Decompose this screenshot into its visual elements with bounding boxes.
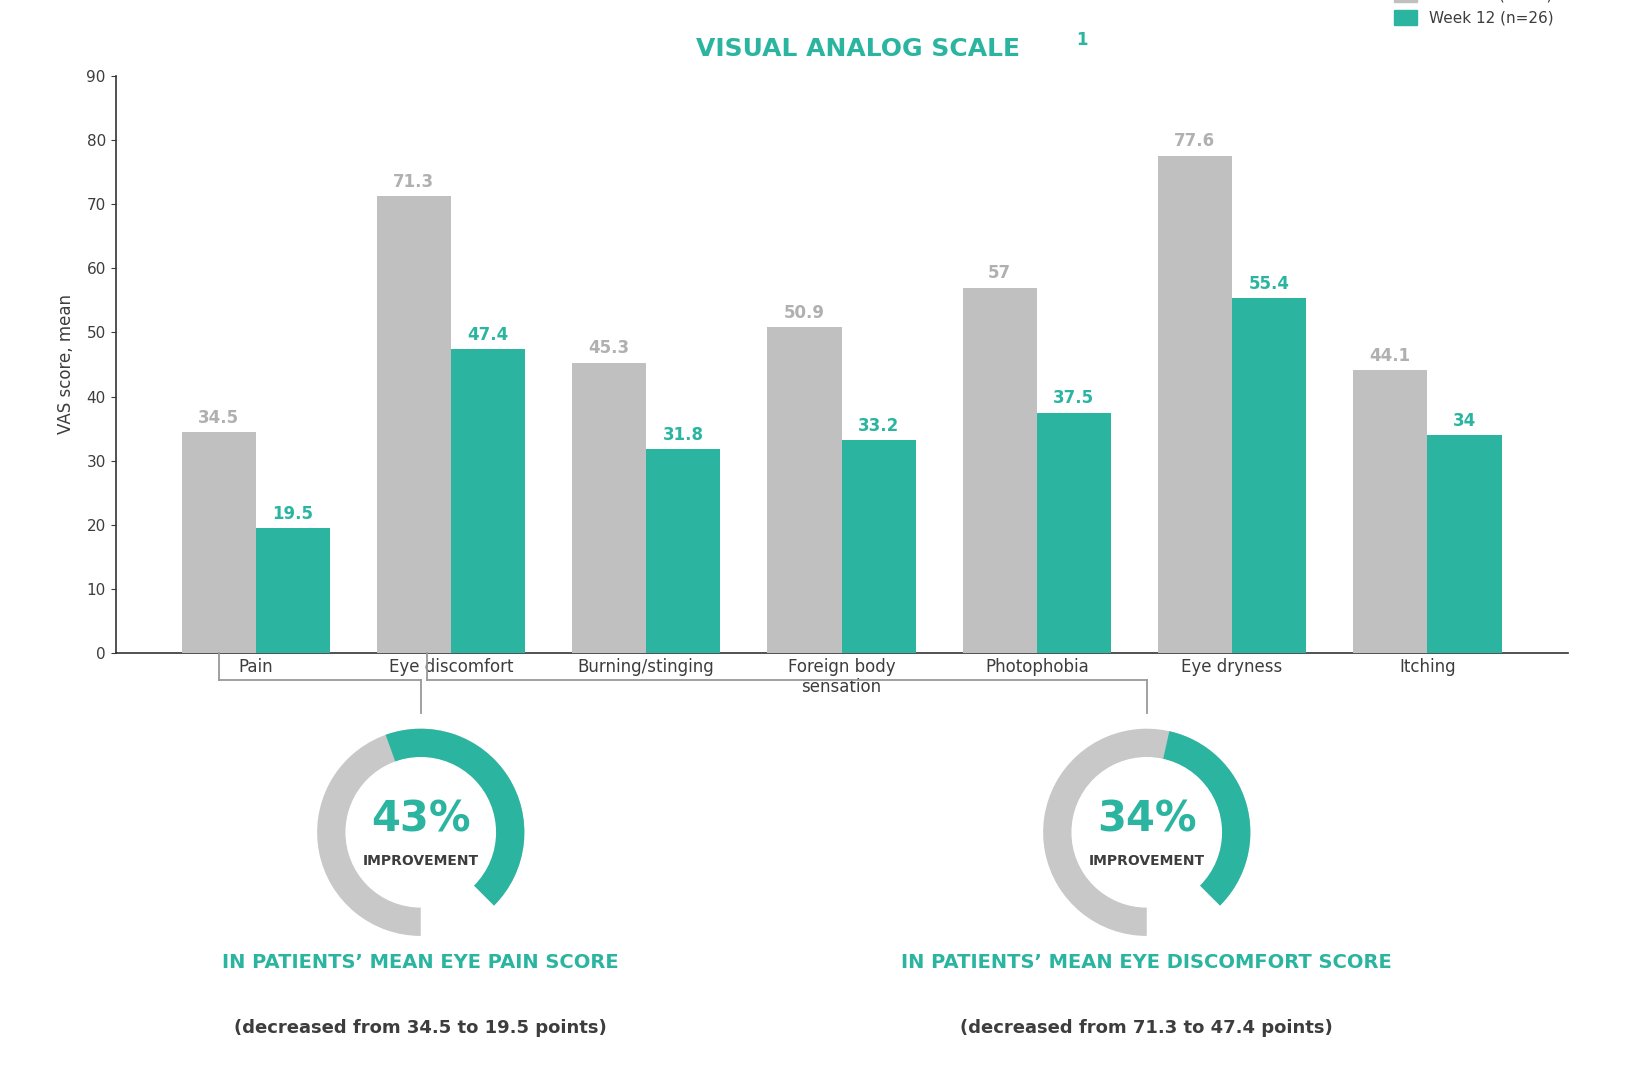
Wedge shape <box>1163 731 1251 905</box>
Text: 34%: 34% <box>1097 799 1196 841</box>
Text: 34.5: 34.5 <box>198 409 239 426</box>
Y-axis label: VAS score, mean: VAS score, mean <box>58 295 76 434</box>
Bar <box>182 432 256 653</box>
Bar <box>1158 156 1233 653</box>
Text: 1: 1 <box>1076 32 1087 49</box>
Text: 44.1: 44.1 <box>1370 347 1411 366</box>
Bar <box>573 362 647 653</box>
Text: 45.3: 45.3 <box>589 339 630 358</box>
Text: 50.9: 50.9 <box>784 304 825 322</box>
Circle shape <box>1072 757 1221 907</box>
Text: 19.5: 19.5 <box>272 505 314 522</box>
Text: 57: 57 <box>988 264 1011 283</box>
Text: 43%: 43% <box>371 799 470 841</box>
Bar <box>767 326 842 653</box>
Text: 47.4: 47.4 <box>467 326 508 344</box>
Text: (decreased from 71.3 to 47.4 points): (decreased from 71.3 to 47.4 points) <box>960 1019 1333 1037</box>
Text: IN PATIENTS’ MEAN EYE DISCOMFORT SCORE: IN PATIENTS’ MEAN EYE DISCOMFORT SCORE <box>901 953 1393 973</box>
Bar <box>1233 298 1307 653</box>
Bar <box>376 196 450 653</box>
Text: 37.5: 37.5 <box>1053 390 1094 407</box>
Text: (decreased from 34.5 to 19.5 points): (decreased from 34.5 to 19.5 points) <box>234 1019 607 1037</box>
Bar <box>1353 370 1427 653</box>
Bar <box>1036 412 1110 653</box>
Text: 77.6: 77.6 <box>1175 133 1216 150</box>
Text: VISUAL ANALOG SCALE: VISUAL ANALOG SCALE <box>696 37 1020 61</box>
Text: 55.4: 55.4 <box>1249 275 1290 293</box>
Text: 33.2: 33.2 <box>858 417 899 435</box>
Text: 31.8: 31.8 <box>663 425 705 444</box>
Bar <box>450 349 525 653</box>
Text: 71.3: 71.3 <box>393 173 434 190</box>
Circle shape <box>346 757 495 907</box>
Bar <box>256 528 330 653</box>
Bar <box>842 440 916 653</box>
Wedge shape <box>386 729 525 905</box>
Text: IMPROVEMENT: IMPROVEMENT <box>1089 854 1204 868</box>
Wedge shape <box>317 729 525 936</box>
Legend: Baseline (n=29), Week 12 (n=26): Baseline (n=29), Week 12 (n=26) <box>1388 0 1559 32</box>
Wedge shape <box>1043 729 1251 936</box>
Text: IMPROVEMENT: IMPROVEMENT <box>363 854 478 868</box>
Text: 34: 34 <box>1452 412 1477 430</box>
Bar <box>1427 435 1502 653</box>
Bar <box>647 449 721 653</box>
Bar <box>962 287 1036 653</box>
Text: IN PATIENTS’ MEAN EYE PAIN SCORE: IN PATIENTS’ MEAN EYE PAIN SCORE <box>223 953 619 973</box>
